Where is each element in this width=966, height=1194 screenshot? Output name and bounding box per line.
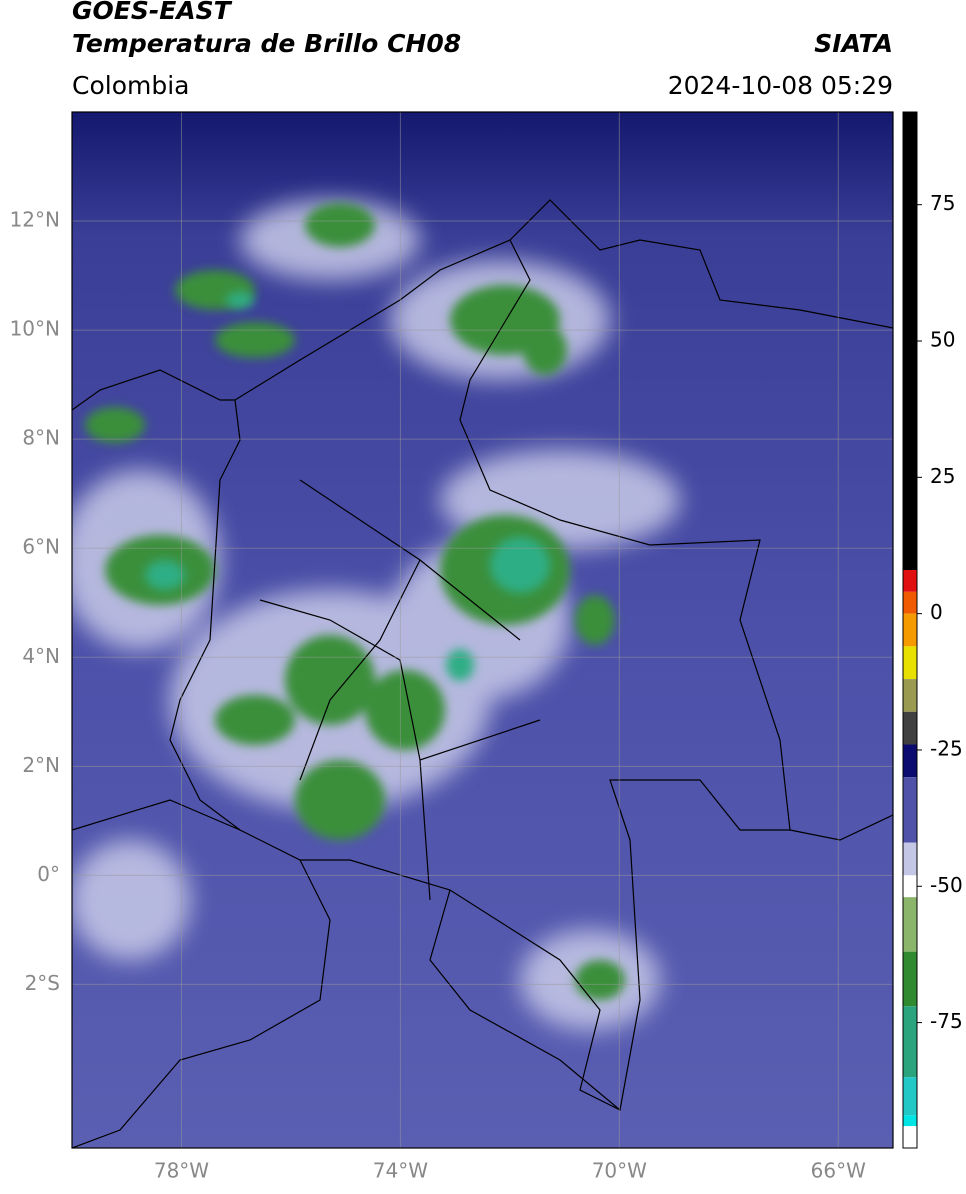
colorbar-frame <box>902 111 918 1149</box>
y-tick-label: 2°S <box>25 971 60 995</box>
grid <box>72 112 893 1148</box>
colorbar-segment <box>903 613 917 647</box>
y-tick-label: 8°N <box>22 426 60 450</box>
y-tick-label: 12°N <box>10 208 60 232</box>
colorbar-segment <box>903 679 917 712</box>
colorbar-segment <box>903 777 917 843</box>
datetime: 2024-10-08 05:29 <box>668 71 893 100</box>
colorbar-segment <box>903 646 917 680</box>
satellite-image <box>72 112 893 1148</box>
colorbar-segment <box>903 1126 917 1148</box>
colorbar-tick-label: -50 <box>930 873 963 897</box>
colorbar-segment <box>903 591 917 614</box>
source: SIATA <box>814 29 893 58</box>
colorbar-segment <box>903 897 917 952</box>
colorbar-segment <box>903 1115 917 1127</box>
colorbar-segment <box>903 875 917 898</box>
colorbar-tick-label: -25 <box>930 736 963 760</box>
title: GOES-EAST <box>72 0 233 25</box>
colorbar-segment <box>903 1077 917 1116</box>
y-tick-label: 0° <box>37 862 60 886</box>
y-tick-label: 6°N <box>22 535 60 559</box>
colorbar-tick-label: -75 <box>930 1009 963 1033</box>
colorbar-segment <box>903 842 917 876</box>
subtitle: Temperatura de Brillo CH08 <box>72 29 461 58</box>
colorbar-segment <box>903 570 917 592</box>
map-frame <box>71 111 894 1149</box>
region: Colombia <box>72 71 189 100</box>
colorbar-segment <box>903 744 917 778</box>
y-tick-label: 10°N <box>10 317 60 341</box>
y-tick-label: 4°N <box>22 644 60 668</box>
colorbar-segment <box>903 112 917 571</box>
colorbar-tick-label: 50 <box>930 328 955 352</box>
x-tick-label: 66°W <box>811 1159 866 1183</box>
colorbar-segment <box>903 711 917 745</box>
y-tick-label: 2°N <box>22 753 60 777</box>
colorbar-tick-label: 25 <box>930 464 955 488</box>
colorbar-tick-label: 75 <box>930 191 955 215</box>
colorbar-tick-label: 0 <box>930 600 943 624</box>
colorbar-segment <box>903 1006 917 1078</box>
x-tick-label: 78°W <box>154 1159 209 1183</box>
colorbar: 75 50 25 0 -25 -50 -75 <box>902 111 963 1149</box>
colorbar-segment <box>903 951 917 1007</box>
x-tick-label: 70°W <box>592 1159 647 1183</box>
x-tick-label: 74°W <box>373 1159 428 1183</box>
